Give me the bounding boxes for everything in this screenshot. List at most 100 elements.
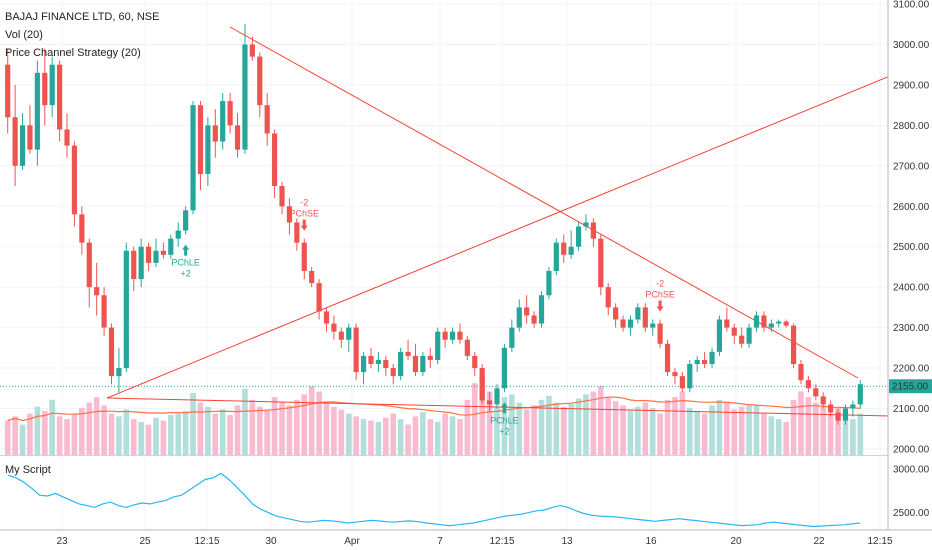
volume-bar <box>694 410 701 455</box>
volume-bar <box>857 413 864 455</box>
candle-body <box>642 307 648 328</box>
candle-body <box>168 238 174 255</box>
candle-body <box>264 105 270 134</box>
candle-body <box>94 287 100 296</box>
volume-bar <box>449 416 456 455</box>
trendlines[interactable] <box>106 26 891 417</box>
signal-label: PChSE <box>645 290 675 300</box>
candle-body <box>501 347 508 389</box>
volume-bar <box>635 406 641 455</box>
time-axis[interactable] <box>0 530 932 550</box>
volume-bar <box>101 405 107 455</box>
volume-bar <box>79 408 85 455</box>
volume-bar <box>486 391 493 455</box>
candle-body <box>49 64 55 106</box>
volume-bar <box>627 409 634 455</box>
candle-body <box>12 117 18 166</box>
volume-bar <box>686 408 693 455</box>
volume-bar <box>790 399 797 455</box>
candle-body <box>553 242 559 271</box>
volume-bar <box>145 424 152 455</box>
volume-bar <box>434 421 441 455</box>
short-arrow-icon <box>656 300 664 312</box>
candle-body <box>672 372 678 377</box>
my-script-legend[interactable]: My Script <box>5 464 51 476</box>
time-tick-label: 7 <box>437 536 443 547</box>
volume-bar <box>301 394 308 455</box>
sub-axis-labels: 3000.00 2500.00 <box>893 465 930 520</box>
candle-body <box>850 404 856 409</box>
volume-bar <box>812 402 819 455</box>
volume-bar <box>182 410 189 455</box>
time-tick-label: 12:15 <box>489 536 514 547</box>
volume-bar <box>12 416 18 455</box>
volume-bar <box>709 405 715 455</box>
sub-tick-label: 2500.00 <box>893 508 930 519</box>
candle-body <box>605 287 611 308</box>
candle-body <box>272 133 278 187</box>
candle-body <box>383 359 389 369</box>
pane-separator[interactable] <box>0 455 888 456</box>
volume-bar <box>538 399 545 455</box>
candle-body <box>724 319 730 328</box>
price-tick-label: 2400.00 <box>893 283 930 294</box>
short-arrow-icon <box>300 219 308 231</box>
volume-bar <box>531 405 537 455</box>
candle-body <box>835 412 841 421</box>
volume-bar <box>850 419 856 455</box>
signal-long-1: PChLE+2 <box>171 244 200 279</box>
candle-body <box>516 307 522 328</box>
volume-bar <box>738 406 745 455</box>
volume-bar <box>27 413 33 455</box>
volume-bar <box>390 413 397 455</box>
volume-bar <box>494 406 500 455</box>
candle-body <box>583 222 589 227</box>
volume-bar <box>279 402 285 455</box>
price-tick-label: 2600.00 <box>893 202 930 213</box>
symbol-legend[interactable]: BAJAJ FINANCE LTD, 60, NSE <box>5 11 159 23</box>
volume-bar <box>649 408 656 455</box>
candle-body <box>731 327 737 336</box>
volume-bar <box>761 413 767 455</box>
candle-body <box>538 295 545 324</box>
candle-body <box>338 331 344 340</box>
candle-body <box>613 307 619 320</box>
volume-bar <box>597 386 604 455</box>
candle-body <box>279 186 285 207</box>
strategy-legend[interactable]: Price Channel Strategy (20) <box>5 47 141 59</box>
price-axis[interactable] <box>888 0 932 530</box>
volume-bar <box>568 403 574 455</box>
time-tick-label: 12:15 <box>867 536 892 547</box>
candle-body <box>57 64 63 130</box>
volume-bar <box>583 394 589 455</box>
volume-bar <box>86 402 93 455</box>
volume-bar <box>753 405 760 455</box>
volume-bar <box>620 405 626 455</box>
candle-body <box>19 125 26 166</box>
candle-body <box>420 355 426 373</box>
candle-body <box>71 145 78 215</box>
price-tick-label: 2900.00 <box>893 80 930 91</box>
signal-qty: -2 <box>300 198 308 208</box>
candle-body <box>346 327 352 340</box>
trendline-ascending <box>106 75 891 399</box>
time-tick-label: 16 <box>645 536 657 547</box>
candle-body <box>212 125 218 142</box>
last-price-label: 2155.00 <box>892 382 929 393</box>
candle-body <box>398 351 404 377</box>
candle-body <box>739 335 745 344</box>
volume-bar <box>160 420 167 455</box>
volume-bar <box>249 399 256 455</box>
candle-body <box>183 210 189 231</box>
candle-body <box>286 206 293 223</box>
volume-bar <box>256 406 263 455</box>
volume-bar <box>442 413 448 455</box>
candle-body <box>857 384 863 405</box>
volume-bar <box>175 413 182 455</box>
volume-legend[interactable]: Vol (20) <box>5 29 43 41</box>
volume-bar <box>716 399 723 455</box>
candle-body <box>768 323 774 328</box>
